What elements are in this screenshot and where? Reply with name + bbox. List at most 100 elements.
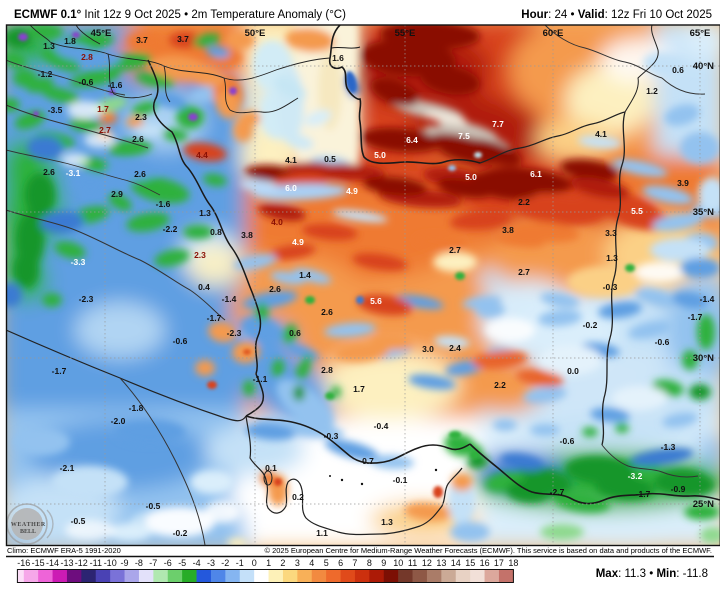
svg-text:0.6: 0.6 [289, 328, 301, 338]
svg-text:Climo: ECMWF ERA-5 1991-2020: Climo: ECMWF ERA-5 1991-2020 [7, 546, 121, 555]
svg-text:-2.0: -2.0 [111, 416, 126, 426]
svg-text:1.8: 1.8 [64, 36, 76, 46]
svg-text:-1.7: -1.7 [207, 313, 222, 323]
svg-text:© 2025 European Centre for Med: © 2025 European Centre for Medium-Range … [264, 546, 712, 555]
svg-text:0.7: 0.7 [362, 456, 374, 466]
svg-text:-13: -13 [60, 558, 73, 568]
svg-text:-0.9: -0.9 [671, 484, 686, 494]
svg-text:2.2: 2.2 [518, 197, 530, 207]
svg-text:5.0: 5.0 [465, 172, 477, 182]
svg-text:-2.7: -2.7 [550, 487, 565, 497]
svg-text:2.8: 2.8 [81, 52, 93, 62]
svg-text:2.2: 2.2 [494, 380, 506, 390]
svg-text:2.7: 2.7 [99, 125, 111, 135]
svg-text:-0.6: -0.6 [79, 77, 94, 87]
svg-text:-0.5: -0.5 [146, 501, 161, 511]
svg-text:40°N: 40°N [693, 61, 714, 72]
svg-text:-0.2: -0.2 [173, 528, 188, 538]
svg-text:-2: -2 [221, 558, 229, 568]
svg-text:-1.7: -1.7 [636, 489, 651, 499]
svg-text:-2.1: -2.1 [60, 463, 75, 473]
svg-text:2.6: 2.6 [43, 167, 55, 177]
svg-text:-3.1: -3.1 [66, 168, 81, 178]
svg-text:-1.3: -1.3 [661, 442, 676, 452]
svg-text:60°E: 60°E [543, 28, 564, 39]
svg-text:18: 18 [508, 558, 518, 568]
svg-text:0.2: 0.2 [292, 492, 304, 502]
svg-text:-0.2: -0.2 [583, 320, 598, 330]
svg-text:Max: 11.3 • Min: -11.8: Max: 11.3 • Min: -11.8 [596, 568, 708, 580]
svg-text:-12: -12 [75, 558, 88, 568]
svg-text:-14: -14 [46, 558, 59, 568]
svg-text:5: 5 [324, 558, 329, 568]
svg-text:35°N: 35°N [693, 207, 714, 218]
svg-text:3.8: 3.8 [241, 230, 253, 240]
svg-text:-1.7: -1.7 [688, 312, 703, 322]
svg-text:0.8: 0.8 [210, 227, 222, 237]
svg-text:1.3: 1.3 [43, 41, 55, 51]
svg-text:7.5: 7.5 [458, 131, 470, 141]
svg-text:-4: -4 [193, 558, 201, 568]
svg-text:2.7: 2.7 [449, 245, 461, 255]
svg-text:-1.2: -1.2 [38, 69, 53, 79]
svg-text:4.9: 4.9 [346, 186, 358, 196]
svg-text:1: 1 [266, 558, 271, 568]
svg-text:4.9: 4.9 [292, 237, 304, 247]
svg-text:2.8: 2.8 [321, 365, 333, 375]
svg-text:3: 3 [295, 558, 300, 568]
svg-text:-10: -10 [104, 558, 117, 568]
svg-text:-9: -9 [120, 558, 128, 568]
svg-text:2.9: 2.9 [111, 189, 123, 199]
svg-text:3.0: 3.0 [422, 344, 434, 354]
svg-text:-2.3: -2.3 [79, 294, 94, 304]
svg-text:16: 16 [480, 558, 490, 568]
svg-text:5.6: 5.6 [370, 296, 382, 306]
svg-text:-0.6: -0.6 [173, 336, 188, 346]
svg-text:10: 10 [393, 558, 403, 568]
svg-text:2.6: 2.6 [134, 169, 146, 179]
svg-text:-2.2: -2.2 [163, 224, 178, 234]
svg-text:9: 9 [381, 558, 386, 568]
svg-text:-3.5: -3.5 [48, 105, 63, 115]
svg-text:2.7: 2.7 [518, 267, 530, 277]
svg-text:-1.1: -1.1 [253, 374, 268, 384]
svg-text:2.6: 2.6 [132, 134, 144, 144]
svg-text:6.1: 6.1 [530, 169, 542, 179]
svg-text:65°E: 65°E [690, 28, 711, 39]
svg-text:BELL: BELL [20, 529, 36, 535]
svg-text:0.1: 0.1 [265, 463, 277, 473]
svg-text:25°N: 25°N [693, 499, 714, 510]
svg-text:-0.1: -0.1 [393, 475, 408, 485]
svg-text:3.3: 3.3 [605, 228, 617, 238]
svg-text:1.1: 1.1 [316, 528, 328, 538]
svg-text:6.4: 6.4 [406, 135, 418, 145]
svg-text:W E A T H E R: W E A T H E R [11, 522, 46, 528]
svg-text:-0.6: -0.6 [655, 337, 670, 347]
svg-text:50°E: 50°E [245, 28, 266, 39]
svg-text:4.1: 4.1 [285, 155, 297, 165]
svg-text:1.4: 1.4 [299, 270, 311, 280]
svg-text:2.4: 2.4 [449, 343, 461, 353]
svg-text:1.3: 1.3 [381, 517, 393, 527]
svg-text:1.7: 1.7 [353, 384, 365, 394]
svg-text:-11: -11 [90, 558, 102, 568]
svg-text:-2.3: -2.3 [227, 328, 242, 338]
svg-text:-1: -1 [236, 558, 244, 568]
svg-text:1.2: 1.2 [646, 86, 658, 96]
svg-text:-3: -3 [207, 558, 215, 568]
svg-text:1.3: 1.3 [199, 208, 211, 218]
svg-text:14: 14 [451, 558, 461, 568]
svg-text:2.3: 2.3 [194, 250, 206, 260]
svg-text:-1.6: -1.6 [108, 80, 123, 90]
svg-text:3.7: 3.7 [136, 35, 148, 45]
svg-text:0.5: 0.5 [324, 154, 336, 164]
svg-text:-1.7: -1.7 [52, 366, 67, 376]
svg-text:-1.4: -1.4 [222, 294, 237, 304]
svg-text:0.0: 0.0 [567, 366, 579, 376]
svg-text:-15: -15 [32, 558, 45, 568]
svg-text:12: 12 [422, 558, 432, 568]
svg-text:8: 8 [367, 558, 372, 568]
svg-text:-1.8: -1.8 [129, 403, 144, 413]
svg-text:13: 13 [436, 558, 446, 568]
svg-text:5.0: 5.0 [374, 150, 386, 160]
